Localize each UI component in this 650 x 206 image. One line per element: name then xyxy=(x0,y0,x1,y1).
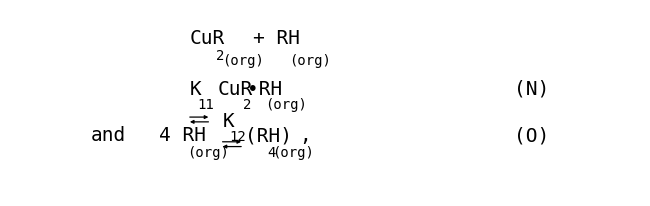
Text: •RH: •RH xyxy=(248,80,283,98)
Text: 4: 4 xyxy=(267,145,276,159)
Text: (RH): (RH) xyxy=(245,126,292,144)
Text: K: K xyxy=(222,111,234,130)
Text: 4 RH: 4 RH xyxy=(159,126,206,144)
Text: 2: 2 xyxy=(244,98,252,112)
Text: (N): (N) xyxy=(514,80,550,98)
Text: 12: 12 xyxy=(229,130,246,144)
Text: 2: 2 xyxy=(216,49,225,63)
Text: (org): (org) xyxy=(272,145,313,159)
Text: (org): (org) xyxy=(266,98,307,112)
Text: CuR: CuR xyxy=(217,80,252,98)
Text: (org): (org) xyxy=(187,145,229,159)
Text: CuR: CuR xyxy=(190,29,225,48)
Text: + RH: + RH xyxy=(252,29,300,48)
Text: 11: 11 xyxy=(198,98,214,112)
Text: and: and xyxy=(90,126,125,144)
Text: (org): (org) xyxy=(222,53,264,67)
Text: ,: , xyxy=(300,126,311,144)
Text: (O): (O) xyxy=(514,126,550,144)
Text: K: K xyxy=(190,80,202,98)
Text: (org): (org) xyxy=(289,53,331,67)
